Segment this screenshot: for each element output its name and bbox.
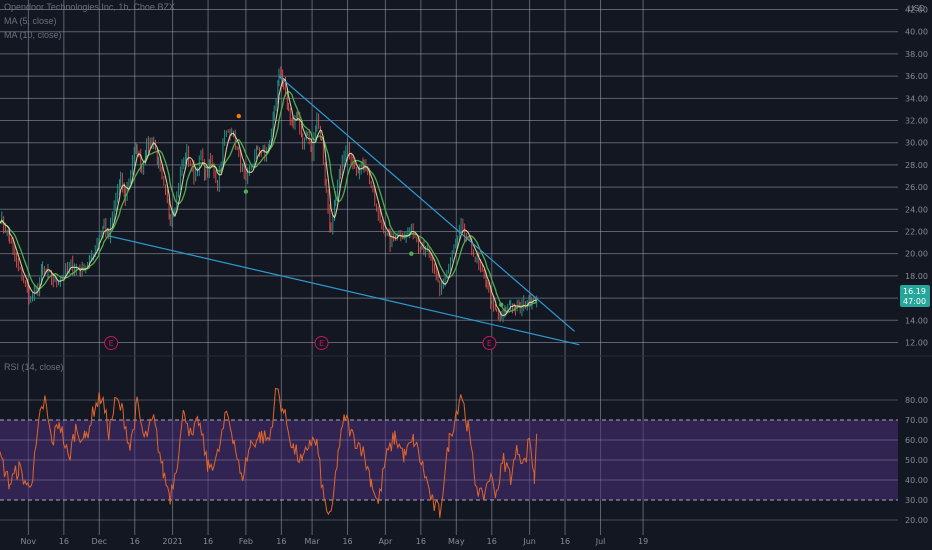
signal-dot (499, 302, 504, 307)
time-tick-label: 16 (487, 537, 497, 546)
time-tick-label: Jul (595, 537, 606, 546)
rsi-tick-label: 40.00 (905, 476, 928, 485)
price-tick-label: 34.00 (905, 94, 928, 103)
ma10-legend: MA (10, close) (4, 30, 62, 40)
time-tick-label: 16 (130, 537, 140, 546)
earnings-marker-label: E (109, 339, 114, 348)
price-tick-label: 22.00 (905, 227, 928, 236)
time-tick-label: 2021 (162, 537, 182, 546)
trendline-lower (108, 235, 580, 346)
time-tick-label: 16 (276, 537, 286, 546)
earnings-marker (314, 336, 329, 350)
signal-dot (236, 113, 241, 119)
time-tick-label: 16 (203, 537, 213, 546)
rsi-tick-label: 80.00 (905, 396, 928, 405)
symbol-title: Opendoor Technologies Inc, 1h, Cboe BZX (4, 2, 175, 12)
rsi-tick-label: 70.00 (905, 416, 928, 425)
time-tick-label: 16 (59, 537, 69, 546)
currency-label: USD (908, 4, 925, 13)
price-tick-label: 26.00 (905, 183, 928, 192)
last-price-value: 16.19 (903, 287, 926, 296)
price-axis: 12.0014.0016.0018.0020.0022.0024.0026.00… (905, 6, 928, 525)
rsi-tick-label: 50.00 (905, 456, 928, 465)
price-tick-label: 12.00 (905, 338, 928, 347)
earnings-marker (104, 336, 119, 350)
time-tick-label: May (448, 537, 465, 546)
price-tick-label: 20.00 (905, 250, 928, 259)
rsi-legend: RSI (14, close) (4, 362, 64, 372)
price-tick-label: 38.00 (905, 50, 928, 59)
price-tick-label: 14.00 (905, 316, 928, 325)
price-tick-label: 18.00 (905, 272, 928, 281)
last-price-countdown: 47:00 (903, 297, 926, 306)
time-tick-label: 16 (560, 537, 570, 546)
time-tick-label: 16 (416, 537, 426, 546)
price-tick-label: 36.00 (905, 72, 928, 81)
last-price-badge-bg (900, 285, 930, 307)
time-tick-label: Apr (378, 537, 393, 546)
ma5-line (0, 77, 537, 317)
earnings-marker-label: E (487, 339, 492, 348)
price-tick-label: 24.00 (905, 205, 928, 214)
price-tick-label: 30.00 (905, 139, 928, 148)
time-tick-label: Feb (239, 537, 253, 546)
time-tick-label: Dec (92, 537, 107, 546)
rsi-pane (0, 388, 898, 521)
price-tick-label: 40.00 (905, 28, 928, 37)
rsi-tick-label: 60.00 (905, 436, 928, 445)
price-tick-label: 28.00 (905, 161, 928, 170)
time-tick-label: Nov (21, 537, 37, 546)
last-price-badge: 16.19 47:00 (900, 285, 930, 307)
time-tick-label: Jun (522, 537, 536, 546)
rsi-line (0, 388, 538, 518)
time-tick-label: Mar (305, 537, 321, 546)
time-tick-label: 19 (638, 537, 648, 546)
price-tick-label: 32.00 (905, 117, 928, 126)
earnings-marker (482, 336, 497, 350)
signal-dot (243, 189, 249, 194)
time-tick-label: 16 (342, 537, 352, 546)
ma5-legend: MA (5, close) (4, 16, 57, 26)
rsi-tick-label: 30.00 (905, 496, 928, 505)
trendline-upper (278, 75, 575, 332)
time-axis: Nov 16 Dec 16 2021 16 Feb 16 Mar 16 Apr 16 May 16 Jun 1… (21, 537, 649, 546)
earnings-marker-label: E (319, 339, 324, 348)
signal-dot (409, 251, 414, 256)
rsi-tick-label: 20.00 (905, 516, 928, 525)
price-tick-label: 42.00 (905, 6, 928, 15)
